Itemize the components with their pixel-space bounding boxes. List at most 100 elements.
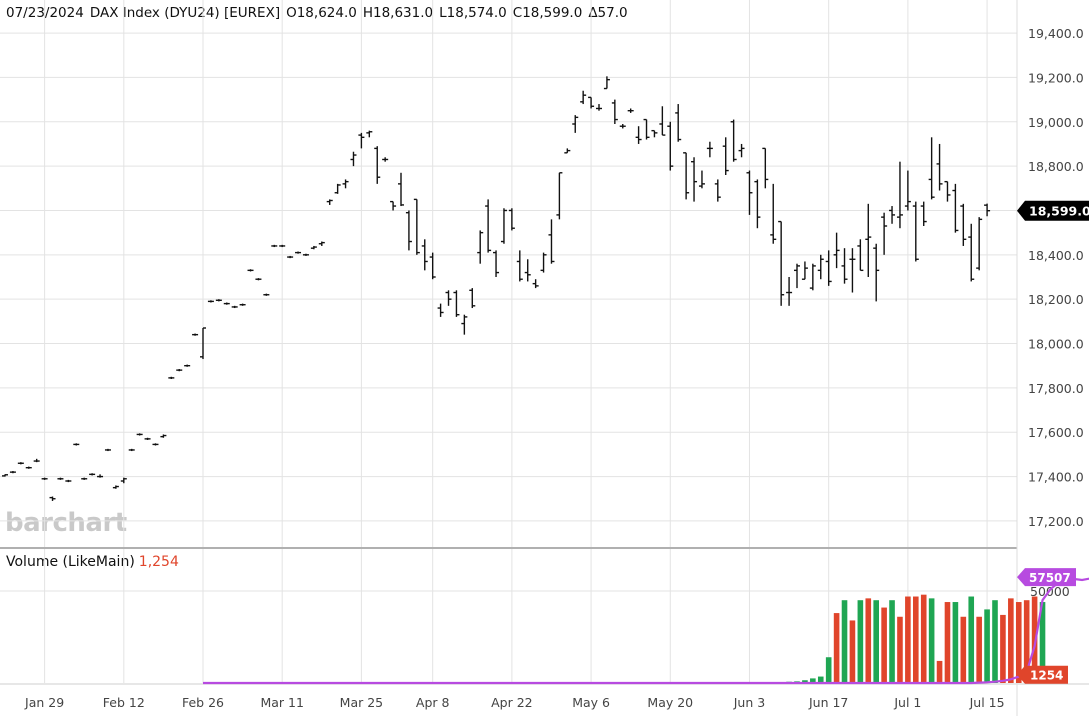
ohlc-bar (865, 203, 872, 277)
ohlc-bar (714, 179, 721, 202)
ohlc-bar (611, 99, 618, 124)
ohlc-bar (944, 180, 951, 202)
ohlc-bar (762, 147, 769, 189)
gridlines (0, 0, 1017, 683)
ohlc-bar (976, 217, 983, 271)
ohlc-bar (310, 245, 317, 250)
ohlc-bar (445, 290, 452, 306)
volume-bar (1000, 614, 1006, 683)
volume-bar (857, 600, 864, 683)
volume-bar (936, 660, 943, 683)
header-high: H18,631.0 (362, 5, 434, 21)
last-price-marker (1017, 200, 1089, 221)
ohlc-bar (500, 208, 507, 244)
volume-bar (873, 600, 879, 683)
ohlc-bar (698, 170, 705, 189)
volume-label: Volume (LikeMain) (6, 554, 135, 570)
ohlc-bar (17, 462, 24, 465)
ohlc-bar (184, 364, 191, 367)
ohlc-bar (722, 137, 729, 175)
ohlc-bar (65, 479, 72, 483)
ohlc-bar (928, 137, 935, 200)
ohlc-bar (968, 223, 975, 282)
ohlc-bar (540, 252, 547, 273)
volume-bars (778, 594, 1054, 684)
date-tick-label: Mar 11 (260, 695, 303, 710)
volume-bar (881, 607, 887, 683)
price-tick-label: 18,800.0 (1028, 159, 1084, 174)
ohlc-bar (809, 263, 816, 291)
ohlc-bar (81, 477, 88, 480)
ohlc-bar (374, 146, 381, 184)
price-tick-label: 17,600.0 (1028, 425, 1084, 440)
volume-bar (960, 616, 967, 683)
header-close: C18,599.0 (512, 5, 583, 21)
last-volume-marker (1017, 665, 1068, 684)
ohlc-bar (176, 369, 183, 372)
volume-bar (928, 598, 935, 683)
ohlc-bar (786, 277, 793, 306)
ohlc-bar (770, 183, 777, 244)
ohlc-bar (556, 172, 563, 220)
ohlc-bar (904, 170, 911, 211)
header-instrument: DAX Index (DYU24) [EUREX] (89, 5, 281, 21)
chart-header: 07/23/2024 DAX Index (DYU24) [EUREX] O18,6… (6, 5, 634, 21)
ohlc-bar (841, 248, 848, 284)
ohlc-bar (413, 198, 420, 255)
ohlc-bar (801, 261, 808, 280)
date-tick-label: Jan 29 (24, 695, 64, 710)
ohlc-bar (635, 126, 642, 144)
volume-bar (849, 620, 856, 683)
volume-bar (1039, 602, 1046, 683)
ohlc-bar (952, 183, 959, 233)
volume-bar (968, 596, 975, 683)
date-tick-label: Apr 22 (491, 695, 533, 710)
ohlc-bar (104, 448, 111, 452)
date-tick-label: Jul 1 (893, 695, 921, 710)
ohlc-bar (2, 474, 8, 477)
volume-bar (825, 657, 832, 683)
ohlc-bar (358, 132, 365, 149)
ohlc-bar (152, 443, 159, 446)
ohlc-bar (9, 471, 16, 474)
ohlc-bar (295, 251, 302, 254)
price-tick-label: 17,400.0 (1028, 470, 1084, 485)
volume-bar (817, 676, 824, 683)
ohlc-bar (738, 143, 745, 158)
ohlc-bar (706, 141, 713, 158)
volume-bar (905, 596, 911, 683)
ohlc-bar (437, 303, 444, 317)
ohlc-bar (532, 279, 539, 289)
date-tick-label: Jun 3 (733, 695, 765, 710)
ohlc-bar (833, 232, 840, 269)
ohlc-bar (889, 206, 896, 224)
ohlc-bar (215, 299, 222, 302)
ohlc-bar (516, 250, 523, 282)
ohlc-bar (255, 278, 262, 281)
ohlc-bar (683, 152, 690, 200)
ohlc-bar (421, 239, 428, 271)
volume-bar (944, 602, 951, 683)
volume-header: Volume (LikeMain) 1,254 (6, 554, 179, 570)
price-tick-label: 19,000.0 (1028, 115, 1084, 130)
ohlc-bar (41, 477, 48, 480)
ohlc-bar (936, 143, 943, 191)
ohlc-bar (627, 108, 634, 113)
ohlc-bar (223, 302, 230, 305)
price-tick-label: 19,200.0 (1028, 70, 1084, 85)
volume-average-line (203, 577, 1089, 685)
volume-bar (1008, 598, 1014, 683)
ohlc-bar (548, 219, 555, 264)
volume-bar (1015, 602, 1022, 683)
ohlc-bar (730, 119, 737, 162)
ohlc-bar (73, 443, 80, 446)
ohlc-bar (200, 327, 206, 360)
ohlc-bar (239, 303, 246, 306)
last-price-label: 18,599.0 (1029, 204, 1089, 219)
ohlc-bar (667, 121, 674, 171)
header-open: O18,624.0 (286, 5, 357, 21)
ohlc-bar (334, 183, 341, 194)
ohlc-bar (794, 263, 800, 289)
volume-average-tag: 57507 (1017, 568, 1076, 587)
